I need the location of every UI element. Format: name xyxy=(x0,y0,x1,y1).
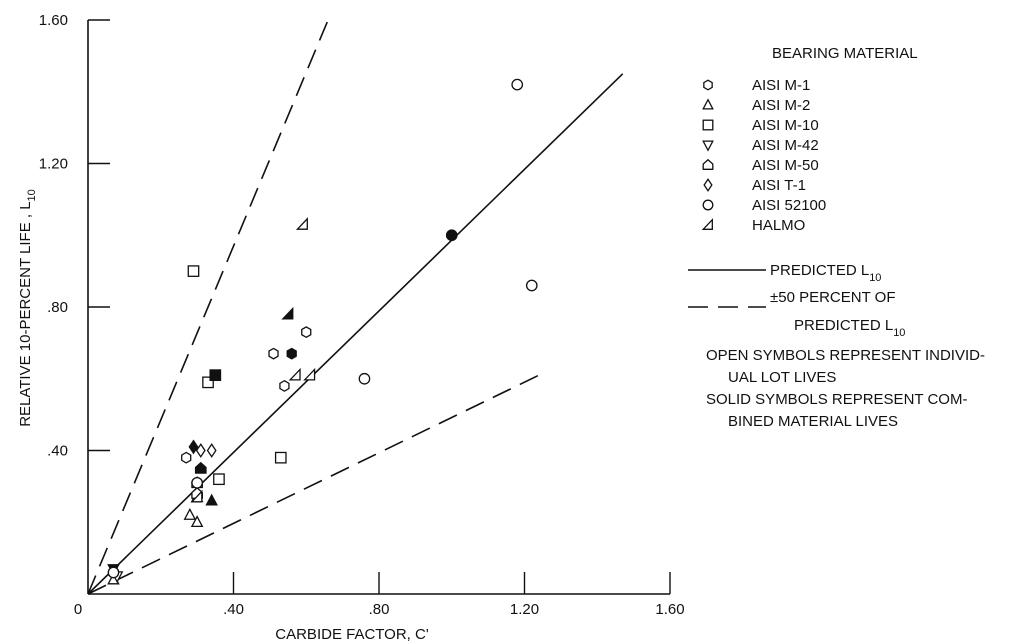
legend-marker xyxy=(702,140,714,152)
y-axis-label: RELATIVE 10-PERCENT LIFE , L10 xyxy=(17,189,38,427)
point-aisi-52100 xyxy=(445,229,458,242)
x-axis-label: CARBIDE FACTOR, C' xyxy=(275,626,429,643)
point-aisi-m-10 xyxy=(202,376,214,389)
point-halmo xyxy=(303,367,316,381)
point-aisi-m-2 xyxy=(190,515,204,528)
legend-entry-label: AISI M-2 xyxy=(752,97,810,114)
legend-marker xyxy=(702,119,714,131)
point-aisi-m-1 xyxy=(301,326,312,339)
legend-marker xyxy=(702,199,714,211)
legend-band-label-1: ±50 PERCENT OF xyxy=(770,289,896,306)
point-halmo xyxy=(190,489,203,503)
legend-marker xyxy=(702,158,714,170)
point-aisi-m-10 xyxy=(213,473,225,486)
legend-band-label-2: PREDICTED L10 xyxy=(794,317,905,339)
point-aisi-t-1 xyxy=(206,443,217,458)
legend-note-line: OPEN SYMBOLS REPRESENT INDIVID- xyxy=(706,347,985,364)
legend-note-line: UAL LOT LIVES xyxy=(728,369,836,386)
y-tick-label: 1.60 xyxy=(39,12,68,29)
legend-entry-label: AISI M-1 xyxy=(752,77,810,94)
point-aisi-52100 xyxy=(525,279,538,292)
x-tick-label: 1.20 xyxy=(510,601,539,618)
legend-predicted-subscript: 10 xyxy=(869,272,881,284)
legend-entry-label: AISI T-1 xyxy=(752,177,806,194)
point-aisi-m-2 xyxy=(183,507,197,520)
band-line-2 xyxy=(87,370,547,595)
point-aisi-t-1 xyxy=(195,443,206,458)
y-axis-label-subscript: 10 xyxy=(26,189,38,201)
point-aisi-t-1 xyxy=(188,439,199,455)
x-tick-label: .80 xyxy=(369,601,390,618)
point-aisi-m-1 xyxy=(181,451,192,464)
band-line-1 xyxy=(87,19,329,595)
legend-note-line: BINED MATERIAL LIVES xyxy=(728,413,898,430)
point-aisi-m-1 xyxy=(279,379,290,392)
point-halmo xyxy=(288,367,301,381)
x-tick-label: 0 xyxy=(74,601,82,618)
point-aisi-m-2 xyxy=(205,493,218,506)
point-halmo xyxy=(281,306,294,320)
point-aisi-m-10 xyxy=(274,451,287,464)
point-halmo xyxy=(295,217,308,230)
point-aisi-m-50 xyxy=(194,461,207,474)
legend-entry-label: AISI 52100 xyxy=(752,197,826,214)
point-aisi-52100 xyxy=(191,476,203,489)
y-tick-label: .40 xyxy=(47,443,68,460)
y-axis-label-main: RELATIVE 10-PERCENT LIFE , L xyxy=(17,201,34,426)
legend-note-line: SOLID SYMBOLS REPRESENT COM- xyxy=(706,391,967,408)
legend-entry-label: AISI M-42 xyxy=(752,137,819,154)
point-aisi-m-10 xyxy=(187,265,200,277)
legend-marker xyxy=(701,218,713,230)
point-aisi-m-1 xyxy=(268,347,279,360)
point-aisi-52100 xyxy=(358,372,371,385)
legend-marker xyxy=(703,79,713,91)
y-tick-label: 1.20 xyxy=(39,156,68,173)
point-aisi-m-10 xyxy=(209,369,222,382)
legend-entry-label: AISI M-50 xyxy=(752,157,819,174)
legend-entry-label: AISI M-10 xyxy=(752,117,819,134)
legend-predicted-label: PREDICTED L10 xyxy=(770,262,881,284)
point-aisi-52100 xyxy=(511,78,524,91)
legend-band-subscript: 10 xyxy=(893,327,905,339)
x-tick-label: .40 xyxy=(223,601,244,618)
legend-marker xyxy=(703,178,713,192)
point-aisi-m-1 xyxy=(286,347,297,360)
predicted-line xyxy=(87,73,624,595)
legend-marker xyxy=(702,98,714,110)
point-aisi-52100 xyxy=(107,566,120,579)
x-tick-label: 1.60 xyxy=(655,601,684,618)
plot-area: 0 .40 .80 1.20 1.60 .40 .80 1.20 1.60 xyxy=(39,12,685,618)
legend-title: BEARING MATERIAL xyxy=(772,45,918,62)
legend: BEARING MATERIAL AISI M-1 AISI M-2 AISI M-1… xyxy=(688,45,985,430)
legend-entry-label: HALMO xyxy=(752,217,805,234)
y-tick-label: .80 xyxy=(47,299,68,316)
